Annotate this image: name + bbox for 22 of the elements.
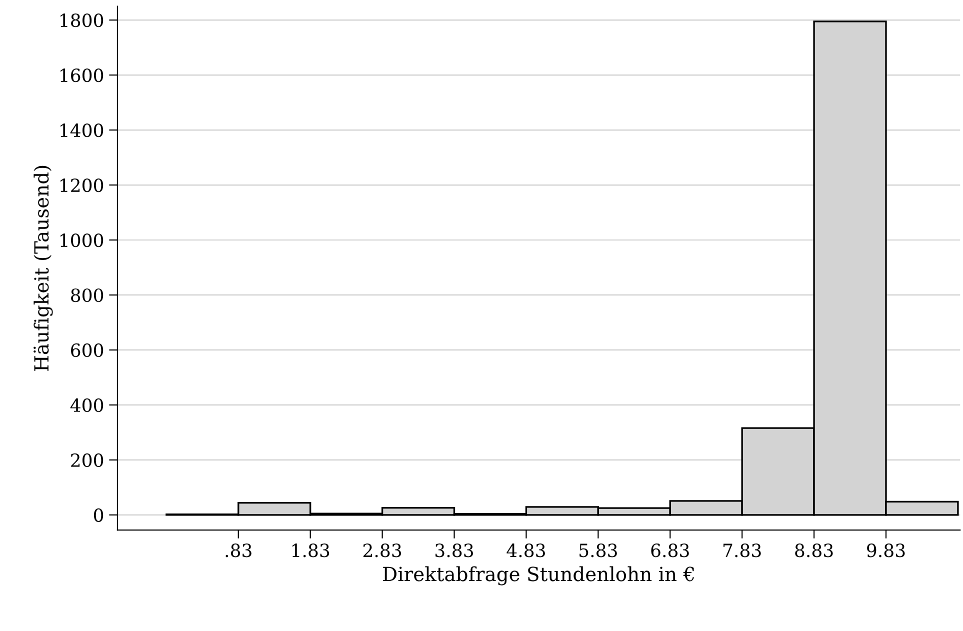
y-tick-label: 1000 [60, 233, 104, 248]
x-tick-label: .83 [226, 544, 252, 558]
y-tick-label: 400 [70, 398, 104, 412]
y-tick-label: 1400 [60, 123, 104, 138]
x-tick-label: 9.83 [867, 544, 905, 558]
x-tick-label: 4.83 [506, 544, 545, 558]
y-tick-label: 800 [71, 288, 104, 302]
y-tick-label: 0 [94, 508, 104, 522]
x-tick-label: 5.83 [580, 544, 617, 558]
x-tick-label: 6.83 [651, 544, 689, 558]
x-tick-label: 3.83 [436, 544, 474, 558]
y-tick-label: 1800 [60, 14, 104, 28]
y-tick-label: 1600 [60, 68, 104, 82]
y-tick-label: 1200 [60, 178, 104, 192]
x-tick-label: 1.83 [292, 544, 330, 558]
y-tick-label: 200 [71, 453, 104, 468]
y-axis-title: Häufigkeit (Tausend) [34, 166, 53, 371]
x-axis-title: Direktabfrage Stundenlohn in € [383, 566, 694, 586]
x-tick-label: 2.83 [363, 544, 402, 558]
x-tick-label: 7.83 [723, 544, 761, 558]
y-tick-label: 600 [71, 343, 104, 358]
x-tick-label: 8.83 [795, 544, 833, 558]
